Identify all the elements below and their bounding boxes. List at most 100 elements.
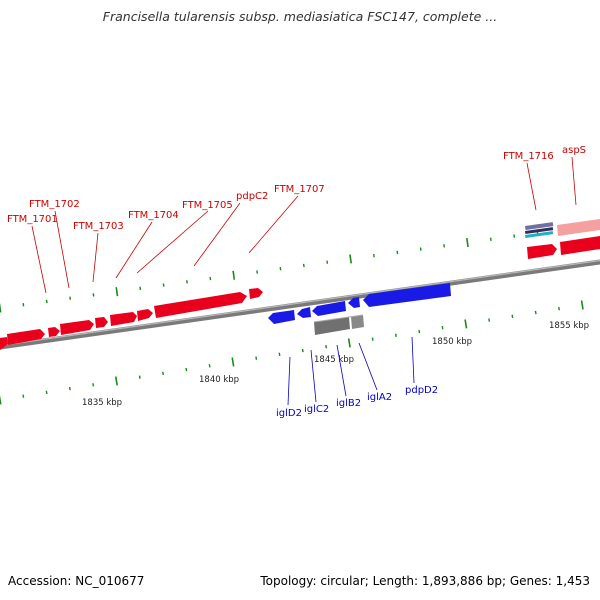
leader-line — [248, 195, 299, 254]
reverse-gene-arrow[interactable] — [312, 301, 346, 316]
gene-label-ftm-1702[interactable]: FTM_1702 — [29, 199, 80, 210]
gene-label-iglb2[interactable]: iglB2 — [336, 398, 361, 409]
leader-line — [54, 210, 70, 289]
reverse-gene-arrow[interactable] — [363, 283, 451, 307]
major-tick — [466, 237, 469, 248]
leader-line — [571, 156, 577, 206]
major-tick — [0, 395, 2, 405]
pseudo-gene-track — [313, 314, 364, 335]
minor-tick — [325, 345, 328, 349]
major-tick — [580, 300, 584, 310]
leader-line — [526, 162, 537, 211]
minor-tick — [45, 390, 48, 395]
leader-line — [310, 349, 317, 403]
gene-label-ftm-1705[interactable]: FTM_1705 — [182, 200, 233, 211]
leader-line — [136, 210, 209, 274]
gene-label-igla2[interactable]: iglA2 — [367, 392, 392, 403]
genome-backbone — [0, 259, 600, 350]
pseudo-gene[interactable] — [351, 315, 364, 329]
major-tick — [231, 357, 235, 367]
leader-line — [287, 356, 291, 406]
forward-gene-arrow[interactable] — [137, 309, 153, 321]
ruler-label-1850: 1850 kbp — [432, 337, 472, 347]
minor-tick — [162, 371, 164, 376]
minor-tick — [255, 356, 258, 360]
forward-gene-arrow[interactable] — [249, 288, 263, 299]
trna-feature[interactable] — [525, 222, 554, 230]
minor-tick — [488, 318, 491, 322]
minor-tick — [138, 375, 141, 379]
minor-tick — [22, 394, 25, 398]
gene-label-pdpd2[interactable]: pdpD2 — [405, 385, 438, 396]
major-tick — [464, 319, 468, 329]
forward-label-leaders — [31, 156, 577, 294]
major-tick — [232, 270, 236, 280]
major-tick — [349, 254, 352, 264]
minor-tick — [68, 386, 71, 391]
minor-tick — [208, 364, 211, 368]
minor-tick — [395, 333, 397, 338]
forward-gene-arrow[interactable] — [110, 312, 137, 326]
reverse-gene-arrow[interactable] — [348, 297, 360, 308]
major-tick — [114, 376, 118, 386]
outer-tick-track — [0, 221, 586, 313]
genome-backbone-highlight — [0, 259, 600, 347]
ruler-label-1845: 1845 kbp — [314, 355, 354, 365]
leader-line — [115, 221, 153, 279]
leader-line — [92, 232, 99, 283]
forward-gene-arrow[interactable] — [527, 244, 557, 259]
reverse-gene-arrow[interactable] — [268, 310, 295, 324]
gene-label-ftm-1701[interactable]: FTM_1701 — [7, 214, 58, 225]
reverse-gene-arrow[interactable] — [297, 307, 311, 318]
leader-line — [193, 202, 241, 267]
forward-gene-arrow[interactable] — [560, 236, 600, 255]
major-tick — [0, 303, 2, 313]
reverse-label-leaders — [287, 336, 415, 406]
minor-tick — [511, 314, 514, 318]
forward-gene-arrow[interactable] — [95, 317, 108, 328]
major-tick — [115, 287, 119, 297]
rrna-feature[interactable] — [525, 231, 554, 238]
ruler-label-1835: 1835 kbp — [82, 398, 122, 408]
forward-gene-arrow[interactable] — [48, 327, 60, 337]
ruler-labels: 1835 kbp 1840 kbp 1845 kbp 1850 kbp 1855… — [82, 321, 589, 408]
gene-label-igld2[interactable]: iglD2 — [276, 408, 302, 419]
minor-tick — [92, 383, 95, 387]
minor-tick — [534, 310, 537, 315]
forward-gene-track — [0, 219, 600, 350]
gene-label-asps[interactable]: aspS — [562, 145, 586, 156]
forward-gene-arrow[interactable] — [154, 292, 247, 318]
minor-tick — [371, 337, 374, 341]
minor-tick — [558, 307, 560, 311]
ruler-label-1855: 1855 kbp — [549, 321, 589, 331]
ruler-label-1840: 1840 kbp — [199, 375, 239, 385]
gene-label-pdpc2[interactable]: pdpC2 — [236, 191, 268, 202]
leader-line — [31, 225, 47, 294]
forward-gene-arrow[interactable] — [60, 320, 94, 335]
minor-tick — [418, 329, 421, 334]
minor-tick — [301, 348, 304, 353]
pseudo-gene[interactable] — [314, 317, 350, 335]
accession-label: Accession: NC_010677 — [8, 574, 145, 588]
minor-tick — [278, 352, 281, 357]
gene-label-ftm-1703[interactable]: FTM_1703 — [73, 221, 124, 232]
major-tick — [347, 338, 351, 348]
trna-feature[interactable] — [524, 227, 554, 234]
leader-line — [336, 344, 347, 397]
gene-label-ftm-1716[interactable]: FTM_1716 — [503, 151, 554, 162]
leader-line — [358, 342, 378, 391]
forward-gene-arrow[interactable] — [0, 337, 8, 350]
gene-label-ftm-1704[interactable]: FTM_1704 — [128, 210, 179, 221]
gene-label-ftm-1707[interactable]: FTM_1707 — [274, 184, 325, 195]
reverse-gene-track — [268, 283, 451, 324]
pseudo-gene-highlight — [313, 314, 364, 323]
leader-line — [411, 336, 415, 384]
gene-label-iglc2[interactable]: iglC2 — [304, 404, 329, 415]
forward-gene-labels: FTM_1701 FTM_1702 FTM_1703 FTM_1704 FTM_… — [7, 145, 586, 232]
genome-summary: Topology: circular; Length: 1,893,886 bp… — [260, 574, 590, 588]
rna-feature[interactable] — [557, 219, 600, 236]
minor-tick — [441, 326, 444, 330]
minor-tick — [185, 367, 188, 372]
forward-gene-arrow[interactable] — [7, 329, 45, 345]
